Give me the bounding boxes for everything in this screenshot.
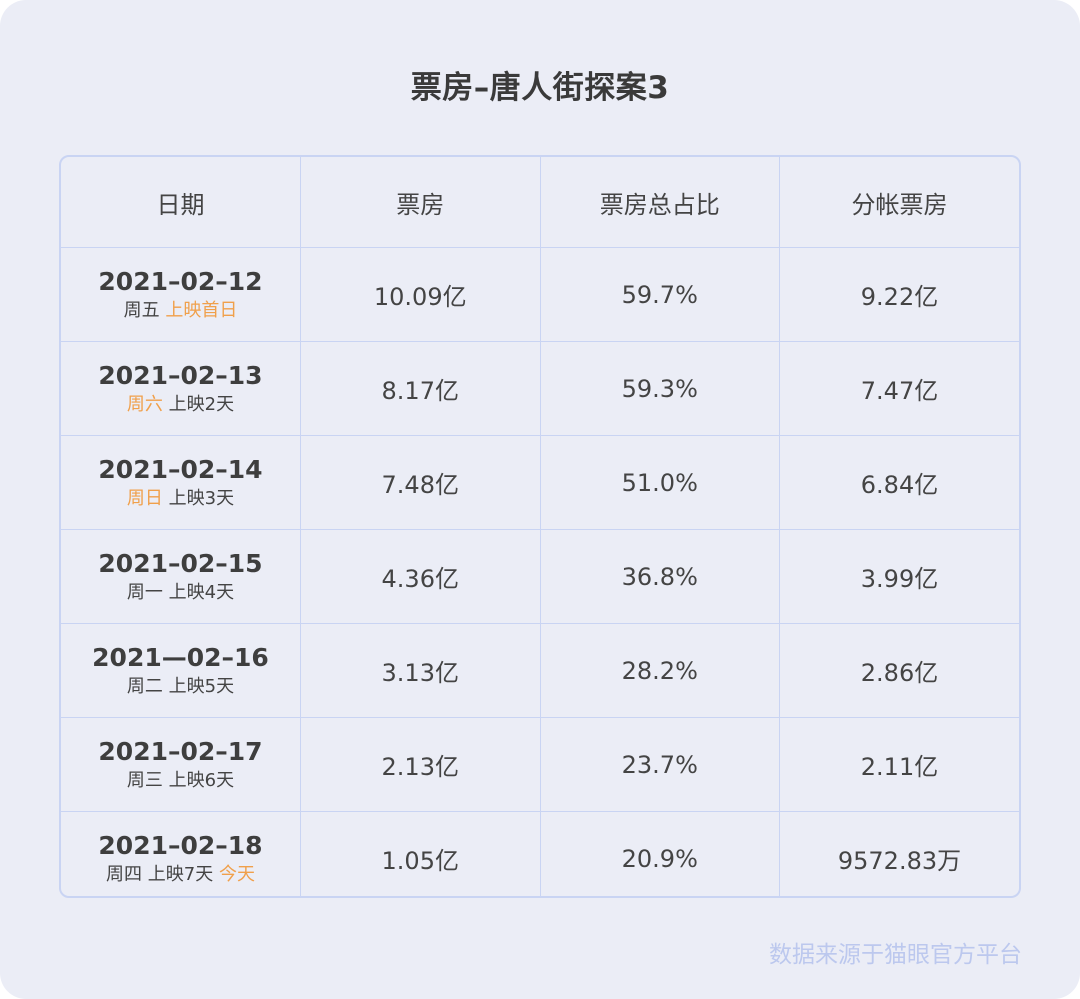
date-subtitle: 周六 上映2天 [61,393,300,417]
table-row: 2021–02–17 周三 上映6天 2.13亿 23.7% 2.11亿 [61,717,1019,812]
release-day-label: 上映6天 [168,769,235,791]
weekday-label: 周六 [126,393,163,415]
box-office-cell: 2.13亿 [300,717,541,812]
weekday-label: 周三 [126,769,163,791]
box-office-cell: 3.13亿 [300,623,541,718]
table-row: 2021–02–12 周五 上映首日 10.09亿 59.7% 9.22亿 [61,247,1019,342]
table-row: 2021—02–16 周二 上映5天 3.13亿 28.2% 2.86亿 [61,623,1019,718]
weekday-label: 周二 [126,675,163,697]
box-office-cell: 8.17亿 [300,341,541,436]
header-share: 票房总占比 [539,157,780,248]
data-source-note: 数据来源于猫眼官方平台 [769,942,1022,968]
date-cell: 2021–02–12 周五 上映首日 [61,247,301,342]
release-day-label: 上映4天 [168,581,235,603]
table-row: 2021–02–15 周一 上映4天 4.36亿 36.8% 3.99亿 [61,529,1019,624]
date-value: 2021—02–16 [92,642,269,672]
release-day-label: 上映5天 [168,675,235,697]
date-subtitle: 周三 上映6天 [61,769,300,793]
weekday-label: 周五 [123,299,160,321]
date-value: 2021–02–13 [98,360,263,390]
weekday-label: 周四 [106,863,143,885]
date-subtitle: 周四 上映7天 今天 [61,863,300,887]
header-box-office: 票房 [300,157,541,248]
date-value: 2021–02–18 [98,830,263,860]
release-day-label: 上映2天 [168,393,235,415]
share-cell: 23.7% [539,717,780,812]
split-box-office-cell: 3.99亿 [779,529,1019,624]
date-cell: 2021–02–18 周四 上映7天 今天 [61,811,301,896]
box-office-cell: 4.36亿 [300,529,541,624]
date-value: 2021–02–12 [98,266,263,296]
share-cell: 51.0% [539,435,780,530]
table-row: 2021–02–14 周日 上映3天 7.48亿 51.0% 6.84亿 [61,435,1019,530]
date-cell: 2021–02–17 周三 上映6天 [61,717,301,812]
split-box-office-cell: 7.47亿 [779,341,1019,436]
date-subtitle: 周一 上映4天 [61,581,300,605]
box-office-table: 日期 票房 票房总占比 分帐票房 2021–02–12 周五 上映首日 10.0… [61,157,1019,896]
date-subtitle: 周二 上映5天 [61,675,300,699]
release-day-label: 上映首日 [165,299,238,321]
box-office-cell: 10.09亿 [300,247,541,342]
share-cell: 28.2% [539,623,780,718]
split-box-office-cell: 9572.83万 [779,811,1019,896]
date-cell: 2021–02–14 周日 上映3天 [61,435,301,530]
table-row: 2021–02–18 周四 上映7天 今天 1.05亿 20.9% 9572.8… [61,811,1019,896]
split-box-office-cell: 9.22亿 [779,247,1019,342]
box-office-cell: 1.05亿 [300,811,541,896]
date-value: 2021–02–15 [98,548,263,578]
weekday-label: 周一 [126,581,163,603]
release-day-label: 上映7天 [147,863,214,885]
date-cell: 2021–02–15 周一 上映4天 [61,529,301,624]
date-value: 2021–02–17 [98,736,263,766]
share-cell: 36.8% [539,529,780,624]
date-value: 2021–02–14 [98,454,263,484]
split-box-office-cell: 2.86亿 [779,623,1019,718]
header-split-box-office: 分帐票房 [779,157,1019,248]
page-title: 票房–唐人街探案3 [410,70,670,106]
date-cell: 2021—02–16 周二 上映5天 [61,623,301,718]
date-subtitle: 周日 上映3天 [61,487,300,511]
date-subtitle: 周五 上映首日 [61,299,300,323]
split-box-office-cell: 2.11亿 [779,717,1019,812]
share-cell: 59.3% [539,341,780,436]
table-row: 2021–02–13 周六 上映2天 8.17亿 59.3% 7.47亿 [61,341,1019,436]
release-day-label: 上映3天 [168,487,235,509]
split-box-office-cell: 6.84亿 [779,435,1019,530]
box-office-table-wrapper: 日期 票房 票房总占比 分帐票房 2021–02–12 周五 上映首日 10.0… [59,155,1021,898]
today-label: 今天 [218,863,255,885]
box-office-cell: 7.48亿 [300,435,541,530]
share-cell: 20.9% [539,811,780,896]
table-header-row: 日期 票房 票房总占比 分帐票房 [61,157,1019,248]
header-date: 日期 [61,157,301,248]
weekday-label: 周日 [126,487,163,509]
date-cell: 2021–02–13 周六 上映2天 [61,341,301,436]
share-cell: 59.7% [539,247,780,342]
